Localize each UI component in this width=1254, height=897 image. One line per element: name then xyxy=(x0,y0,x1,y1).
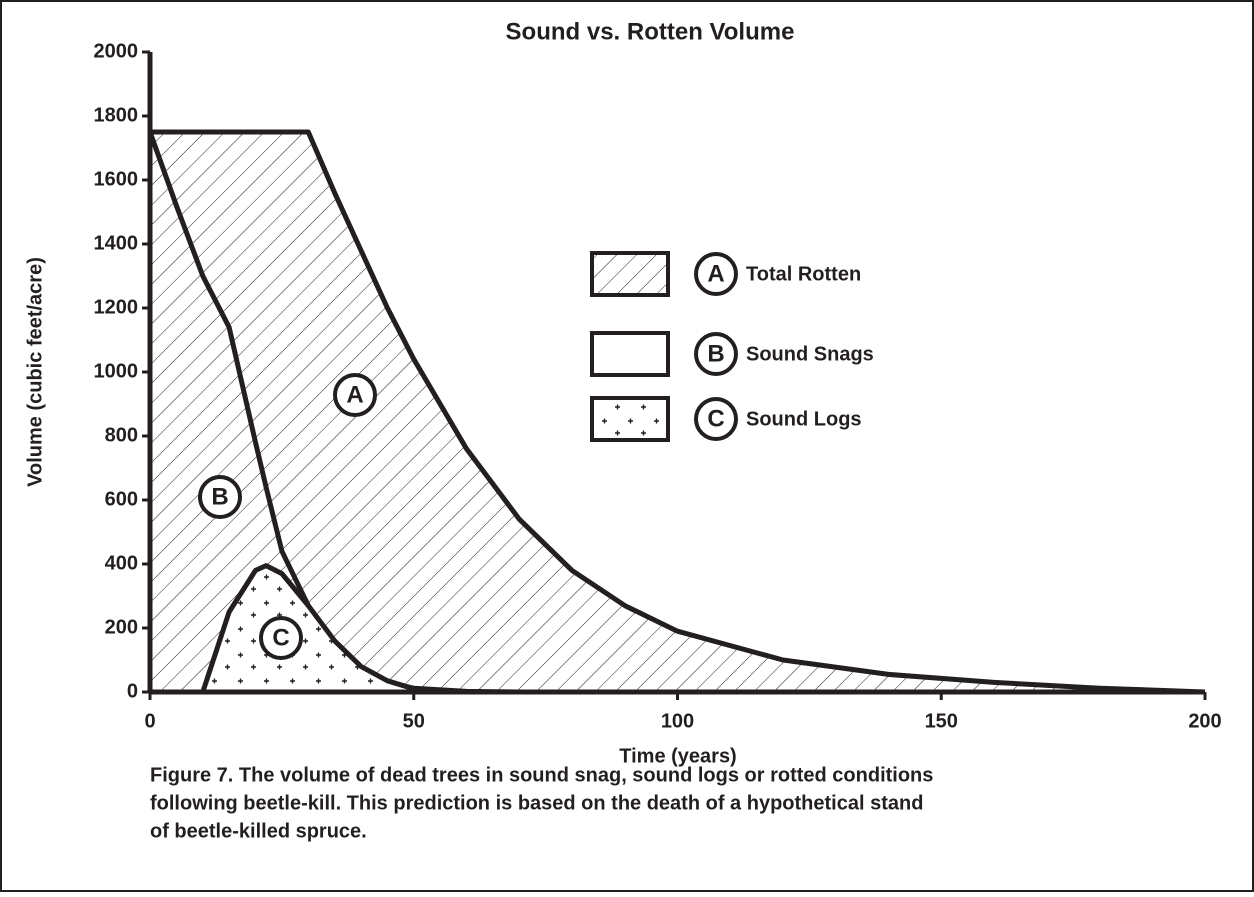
legend-label: Sound Logs xyxy=(746,408,862,430)
legend-marker: C xyxy=(707,405,724,432)
x-tick-label: 0 xyxy=(144,710,155,732)
y-tick-label: 0 xyxy=(127,680,138,702)
y-tick-label: 1600 xyxy=(94,168,139,190)
chart-title: Sound vs. Rotten Volume xyxy=(506,18,795,45)
area-annotation-circle xyxy=(198,475,242,519)
y-tick-label: 1800 xyxy=(94,104,139,126)
plot xyxy=(147,129,1206,695)
area-annotation-circle xyxy=(333,373,377,417)
x-axis-label: Time (years) xyxy=(619,745,736,767)
caption-line: of beetle-killed spruce. xyxy=(150,820,367,842)
legend-swatch xyxy=(590,396,670,442)
x-tick-label: 50 xyxy=(403,710,425,732)
legend-marker-circle xyxy=(694,397,738,441)
caption-line: Figure 7. The volume of dead trees in so… xyxy=(150,764,933,786)
area-annotation: B xyxy=(211,483,228,510)
area-fill xyxy=(150,132,1205,692)
area-annotation: C xyxy=(272,624,289,651)
legend-marker-circle xyxy=(694,252,738,296)
area-fill xyxy=(150,565,1205,692)
legend-swatch xyxy=(590,331,670,377)
y-tick-label: 2000 xyxy=(94,40,139,62)
series-line xyxy=(150,129,1206,695)
y-tick-label: 1200 xyxy=(94,296,139,318)
legend-label: Sound Snags xyxy=(746,343,874,365)
legend-label: Total Rotten xyxy=(746,263,861,285)
area-annotation: A xyxy=(346,381,363,408)
legend-swatch xyxy=(590,251,670,297)
y-tick-label: 1400 xyxy=(94,232,139,254)
legend-marker-circle xyxy=(694,332,738,376)
legend-marker: B xyxy=(707,340,724,367)
y-tick-label: 1000 xyxy=(94,360,139,382)
legend-marker: A xyxy=(707,260,724,287)
x-tick-label: 150 xyxy=(925,710,958,732)
caption-line: following beetle-kill. This prediction i… xyxy=(150,792,923,814)
y-axis-label: Volume (cubic feet/acre) xyxy=(24,257,46,487)
x-tick-label: 200 xyxy=(1188,710,1221,732)
area-annotation-circle xyxy=(259,616,303,660)
y-tick-label: 200 xyxy=(105,616,138,638)
y-tick-label: 800 xyxy=(105,424,138,446)
y-tick-label: 600 xyxy=(105,488,138,510)
legend: A Total Rotten B Sound Snags C Sound Logs xyxy=(590,251,874,442)
x-tick-label: 100 xyxy=(661,710,694,732)
y-tick-label: 400 xyxy=(105,552,138,574)
